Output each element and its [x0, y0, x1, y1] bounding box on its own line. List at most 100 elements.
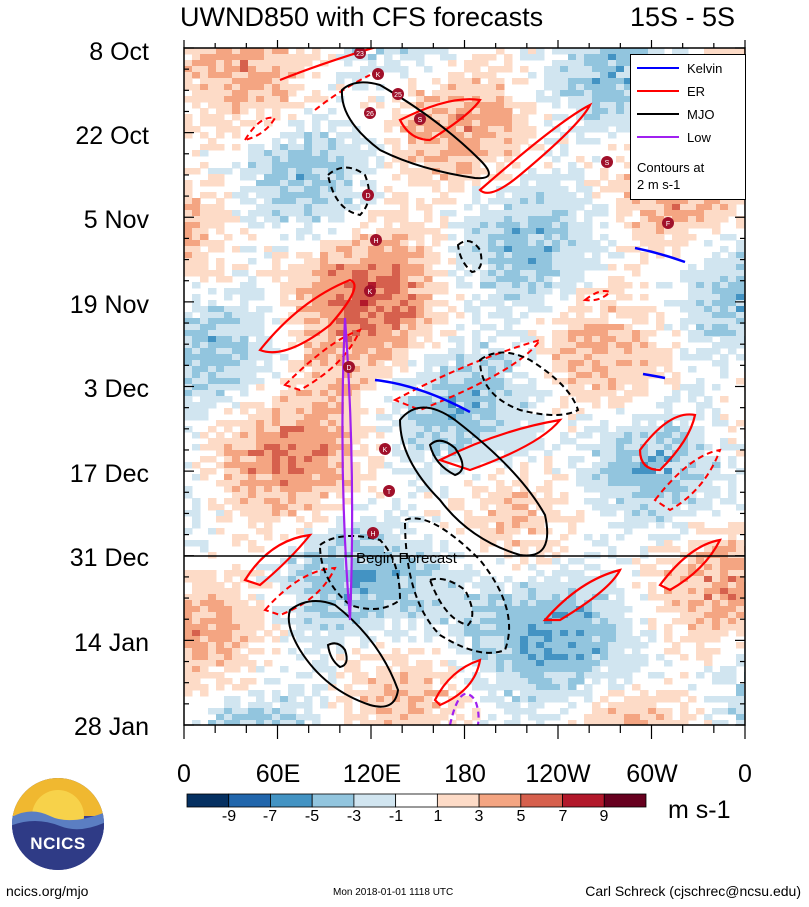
anomaly-cell	[296, 618, 305, 625]
anomaly-cell	[232, 60, 241, 67]
anomaly-cell	[256, 84, 265, 91]
anomaly-cell	[256, 486, 265, 493]
anomaly-cell	[360, 150, 369, 157]
anomaly-cell	[504, 108, 513, 115]
anomaly-cell	[368, 210, 377, 217]
anomaly-cell	[280, 72, 289, 79]
anomaly-cell	[552, 222, 561, 229]
anomaly-cell	[592, 324, 601, 331]
anomaly-cell	[288, 474, 297, 481]
anomaly-cell	[464, 612, 473, 619]
anomaly-cell	[416, 168, 425, 175]
anomaly-cell	[264, 150, 273, 157]
anomaly-cell	[408, 168, 417, 175]
anomaly-cell	[464, 90, 473, 97]
anomaly-cell	[304, 156, 313, 163]
anomaly-cell	[712, 606, 721, 613]
anomaly-cell	[648, 570, 657, 577]
anomaly-cell	[624, 432, 633, 439]
anomaly-cell	[432, 240, 441, 247]
anomaly-cell	[184, 618, 193, 625]
anomaly-cell	[336, 600, 345, 607]
anomaly-cell	[368, 342, 377, 349]
anomaly-cell	[736, 642, 745, 649]
anomaly-cell	[312, 216, 321, 223]
anomaly-cell	[320, 366, 329, 373]
anomaly-cell	[488, 324, 497, 331]
anomaly-cell	[408, 558, 417, 565]
anomaly-cell	[672, 246, 681, 253]
anomaly-cell	[232, 72, 241, 79]
anomaly-cell	[664, 546, 673, 553]
anomaly-cell	[544, 576, 553, 583]
anomaly-cell	[264, 528, 273, 535]
anomaly-cell	[696, 450, 705, 457]
anomaly-cell	[368, 198, 377, 205]
anomaly-cell	[384, 66, 393, 73]
anomaly-cell	[704, 558, 713, 565]
anomaly-cell	[208, 204, 217, 211]
anomaly-cell	[680, 528, 689, 535]
anomaly-cell	[216, 126, 225, 133]
anomaly-cell	[328, 426, 337, 433]
anomaly-cell	[504, 114, 513, 121]
anomaly-cell	[320, 300, 329, 307]
anomaly-cell	[496, 438, 505, 445]
anomaly-cell	[304, 312, 313, 319]
anomaly-cell	[472, 198, 481, 205]
anomaly-cell	[560, 648, 569, 655]
anomaly-cell	[424, 336, 433, 343]
anomaly-cell	[672, 618, 681, 625]
anomaly-cell	[456, 432, 465, 439]
anomaly-cell	[456, 150, 465, 157]
anomaly-cell	[216, 324, 225, 331]
anomaly-cell	[616, 408, 625, 415]
anomaly-cell	[232, 630, 241, 637]
anomaly-cell	[696, 390, 705, 397]
anomaly-cell	[712, 414, 721, 421]
anomaly-cell	[488, 66, 497, 73]
anomaly-cell	[552, 612, 561, 619]
anomaly-cell	[240, 108, 249, 115]
anomaly-cell	[704, 294, 713, 301]
anomaly-cell	[440, 486, 449, 493]
anomaly-cell	[240, 66, 249, 73]
anomaly-cell	[424, 156, 433, 163]
anomaly-cell	[632, 354, 641, 361]
anomaly-cell	[480, 390, 489, 397]
anomaly-cell	[576, 168, 585, 175]
anomaly-cell	[560, 624, 569, 631]
anomaly-cell	[720, 498, 729, 505]
anomaly-cell	[520, 648, 529, 655]
anomaly-cell	[448, 246, 457, 253]
anomaly-cell	[240, 72, 249, 79]
anomaly-cell	[472, 228, 481, 235]
anomaly-cell	[352, 354, 361, 361]
anomaly-cell	[416, 60, 425, 67]
anomaly-cell	[712, 510, 721, 517]
anomaly-cell	[216, 384, 225, 391]
anomaly-cell	[328, 270, 337, 277]
anomaly-cell	[704, 354, 713, 361]
anomaly-cell	[504, 432, 513, 439]
anomaly-cell	[248, 354, 257, 361]
anomaly-cell	[264, 246, 273, 253]
anomaly-cell	[568, 168, 577, 175]
anomaly-cell	[424, 66, 433, 73]
anomaly-cell	[488, 612, 497, 619]
anomaly-cell	[256, 312, 265, 319]
anomaly-cell	[608, 438, 617, 445]
anomaly-cell	[328, 312, 337, 319]
anomaly-cell	[440, 426, 449, 433]
anomaly-cell	[304, 198, 313, 205]
anomaly-cell	[408, 156, 417, 163]
anomaly-cell	[624, 396, 633, 403]
anomaly-cell	[656, 432, 665, 439]
anomaly-cell	[568, 606, 577, 613]
anomaly-cell	[344, 342, 353, 349]
anomaly-cell	[408, 468, 417, 475]
anomaly-cell	[272, 468, 281, 475]
anomaly-cell	[392, 498, 401, 505]
anomaly-cell	[432, 414, 441, 421]
anomaly-cell	[608, 354, 617, 361]
